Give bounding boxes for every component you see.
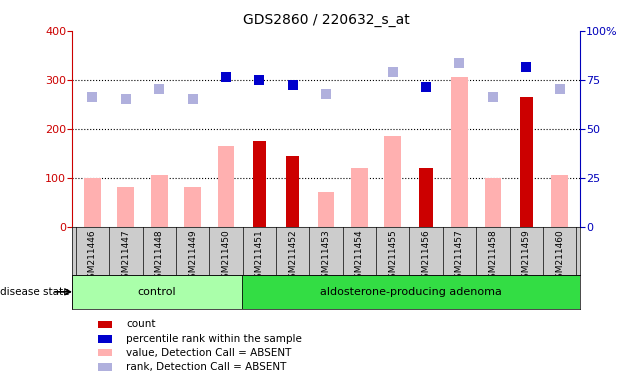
Bar (253, 141, 266, 227)
Text: control: control (138, 287, 176, 297)
Text: GSM211450: GSM211450 (221, 229, 231, 284)
Text: count: count (126, 319, 156, 329)
Text: percentile rank within the sample: percentile rank within the sample (126, 334, 302, 344)
Bar (84, 178, 101, 227)
Point (421, 84, 431, 90)
Text: GSM211448: GSM211448 (155, 229, 164, 284)
Point (488, 94, 498, 100)
Text: GSM211446: GSM211446 (88, 229, 97, 284)
Point (221, 74, 231, 80)
Text: GSM211455: GSM211455 (388, 229, 398, 284)
Bar (451, 77, 468, 227)
Text: GSM211453: GSM211453 (321, 229, 331, 284)
Bar (72, 275, 241, 309)
Title: GDS2860 / 220632_s_at: GDS2860 / 220632_s_at (243, 13, 410, 27)
Bar (184, 187, 201, 227)
Text: GSM211454: GSM211454 (355, 229, 364, 284)
Text: rank, Detection Call = ABSENT: rank, Detection Call = ABSENT (126, 362, 287, 372)
Bar (217, 146, 234, 227)
Bar (351, 168, 368, 227)
Text: GSM211456: GSM211456 (421, 229, 431, 284)
Bar (384, 136, 401, 227)
Point (554, 86, 564, 93)
Text: disease state: disease state (0, 287, 69, 297)
Text: GSM211457: GSM211457 (455, 229, 464, 284)
Text: GSM211447: GSM211447 (122, 229, 130, 284)
Bar (420, 168, 433, 227)
Bar (318, 192, 335, 227)
Text: aldosterone-producing adenoma: aldosterone-producing adenoma (319, 287, 501, 297)
Point (288, 81, 298, 88)
Text: GSM211458: GSM211458 (488, 229, 497, 284)
Text: value, Detection Call = ABSENT: value, Detection Call = ABSENT (126, 348, 291, 358)
Point (321, 91, 331, 98)
Point (188, 96, 198, 103)
Bar (551, 175, 568, 227)
Point (121, 96, 131, 103)
Bar (151, 175, 168, 227)
Bar (484, 178, 501, 227)
Point (154, 86, 164, 93)
Text: GSM211460: GSM211460 (555, 229, 564, 284)
Bar (286, 156, 299, 227)
Point (454, 60, 464, 66)
Text: GSM211451: GSM211451 (255, 229, 264, 284)
Point (255, 77, 265, 83)
Text: GSM211459: GSM211459 (522, 229, 530, 284)
Point (521, 65, 531, 71)
Point (88, 94, 98, 100)
Text: GSM211449: GSM211449 (188, 229, 197, 284)
Bar (520, 97, 533, 227)
Bar (117, 187, 134, 227)
Text: GSM211452: GSM211452 (288, 229, 297, 284)
Point (387, 69, 398, 75)
Point (421, 84, 431, 90)
Bar (241, 275, 580, 309)
